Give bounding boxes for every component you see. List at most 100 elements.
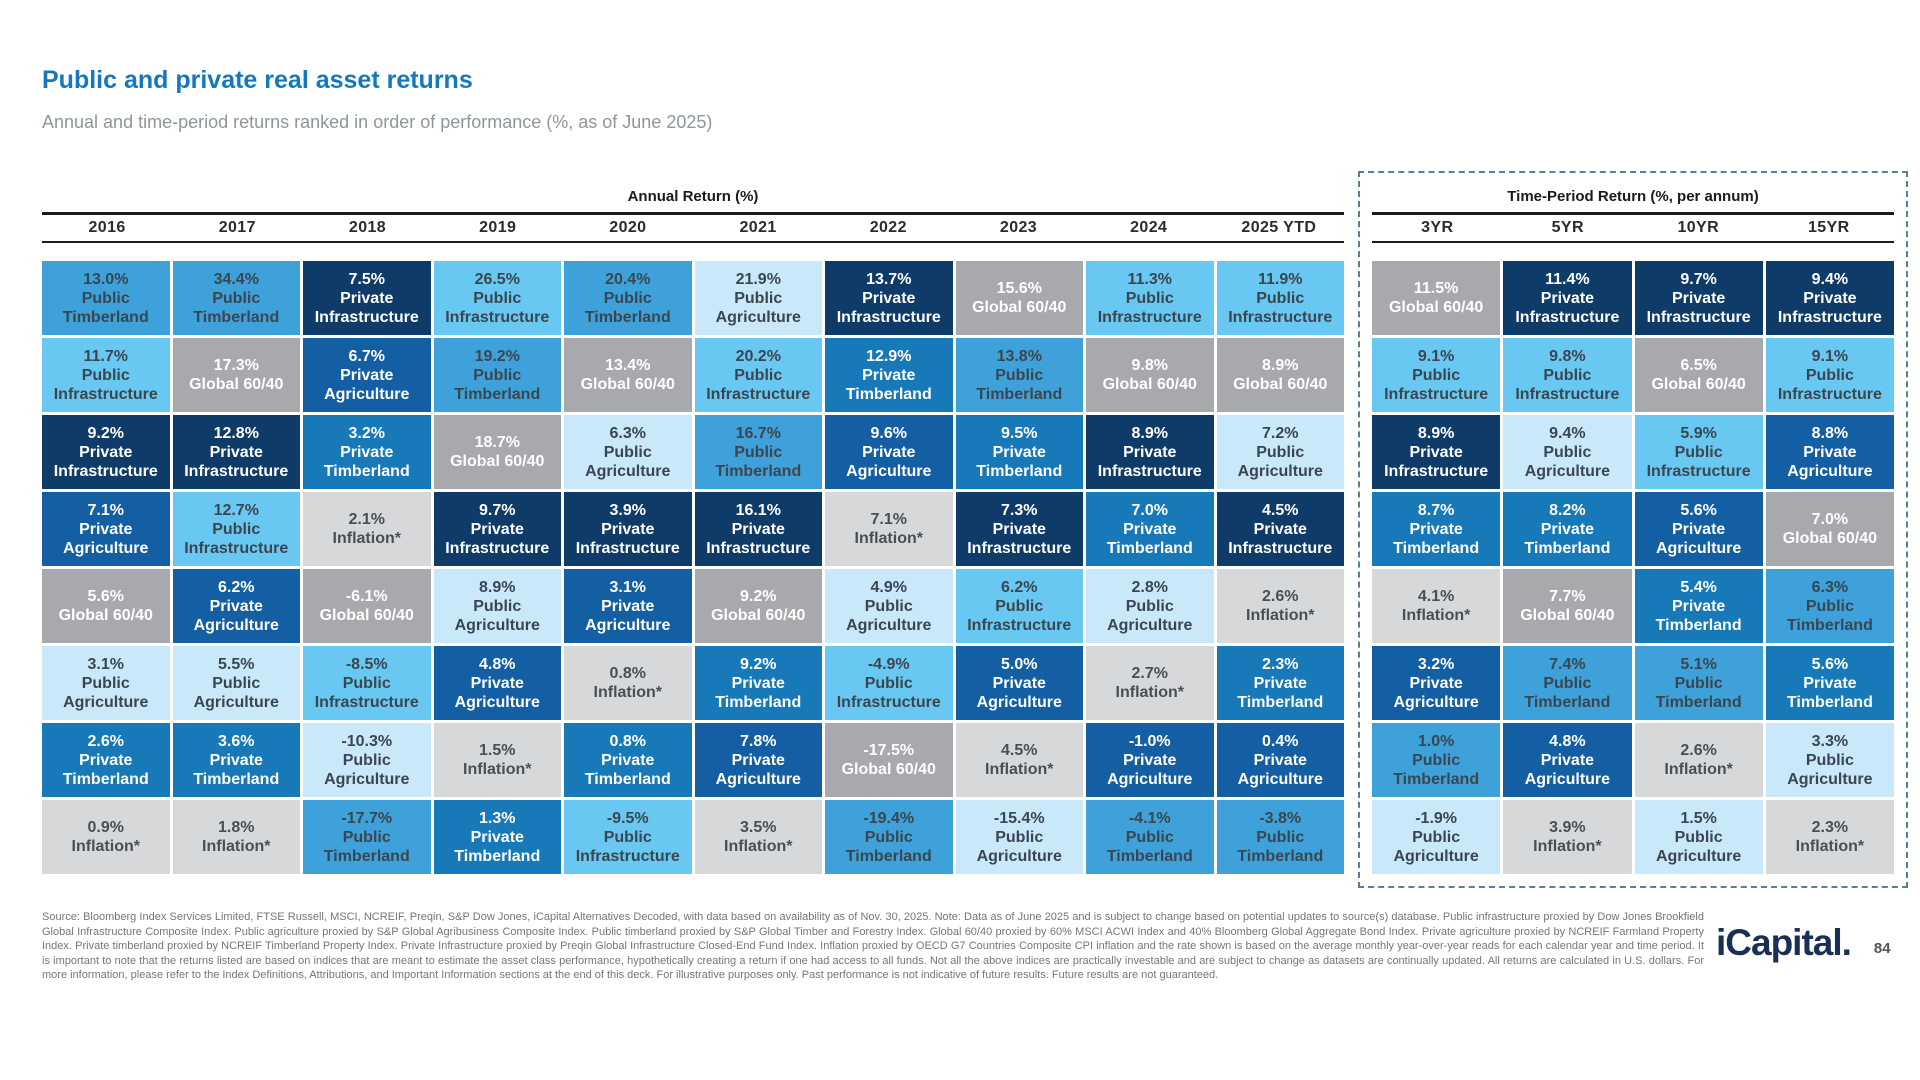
asset-class-label: Inflation* [202, 838, 271, 855]
return-cell: 3.3% Public Agriculture [1765, 723, 1894, 797]
return-cell: 9.8% Public Infrastructure [1503, 338, 1632, 412]
return-value: 7.5% [348, 270, 385, 288]
return-cell: 9.2% Private Infrastructure [42, 415, 170, 489]
return-cell: 6.3% Public Timberland [1765, 569, 1894, 643]
asset-class-label: Private Infrastructure [575, 520, 680, 557]
asset-class-label: Public Timberland [845, 828, 932, 865]
return-value: 8.9% [1417, 424, 1455, 442]
asset-class-label: Global 60/40 [580, 376, 675, 393]
return-cell: 9.2% Private Timberland [694, 646, 822, 720]
return-cell: 2.6% Inflation* [1634, 723, 1763, 797]
asset-class-label: Private Timberland [193, 751, 280, 788]
asset-class-label: Inflation* [1533, 838, 1602, 855]
asset-class-label: Public Infrastructure [1515, 366, 1620, 403]
return-cell: 18.7% Global 60/40 [433, 415, 561, 489]
return-value: -1.9% [1415, 809, 1458, 827]
return-value: 6.3% [609, 424, 646, 442]
asset-class-label: Public Timberland [454, 366, 541, 403]
asset-class-label: Public Timberland [1524, 674, 1611, 711]
asset-class-label: Public Agriculture [193, 674, 279, 711]
return-cell: 5.9% Public Infrastructure [1634, 415, 1763, 489]
asset-class-label: Private Agriculture [63, 520, 149, 557]
return-cell: 3.9% Inflation* [1503, 800, 1632, 874]
return-value: 7.4% [1549, 655, 1586, 673]
return-value: -1.0% [1128, 732, 1171, 750]
return-cell: 6.3% Public Agriculture [564, 415, 692, 489]
return-value: 3.6% [218, 732, 255, 750]
asset-class-label: Public Infrastructure [1097, 289, 1202, 326]
return-value: 7.2% [1262, 424, 1299, 442]
return-cell: 5.5% Public Agriculture [172, 646, 300, 720]
asset-class-label: Private Infrastructure [1777, 289, 1882, 326]
return-cell: 3.9% Private Infrastructure [564, 492, 692, 566]
asset-class-label: Private Agriculture [1237, 751, 1323, 788]
asset-class-label: Private Agriculture [976, 674, 1062, 711]
asset-class-label: Global 60/40 [189, 376, 284, 393]
return-cell: -9.5% Public Infrastructure [564, 800, 692, 874]
return-value: -10.3% [341, 732, 393, 750]
return-cell: 9.8% Global 60/40 [1086, 338, 1214, 412]
return-cell: 20.2% Public Infrastructure [694, 338, 822, 412]
return-cell: 9.5% Private Timberland [955, 415, 1083, 489]
column-header: 2019 [479, 219, 517, 236]
return-value: 5.9% [1680, 424, 1717, 442]
asset-class-label: Private Timberland [1237, 674, 1324, 711]
return-cell: 4.1% Inflation* [1372, 569, 1501, 643]
return-cell: 7.5% Private Infrastructure [303, 261, 431, 335]
asset-class-label: Private Infrastructure [1228, 520, 1333, 557]
return-value: 17.3% [213, 357, 259, 374]
return-value: -4.1% [1128, 809, 1171, 827]
return-cell: 4.9% Public Agriculture [825, 569, 953, 643]
return-value: 8.9% [1262, 357, 1299, 374]
return-value: 7.8% [740, 732, 777, 750]
asset-class-label: Public Agriculture [585, 443, 671, 480]
asset-class-label: Public Agriculture [324, 751, 410, 788]
return-value: 2.3% [1811, 819, 1849, 836]
return-value: 21.9% [735, 270, 781, 288]
return-cell: 5.6% Private Timberland [1765, 646, 1894, 720]
return-value: 0.8% [609, 732, 646, 750]
return-cell: -4.1% Public Timberland [1086, 800, 1214, 874]
return-value: 15.6% [996, 280, 1042, 297]
return-value: 4.8% [479, 655, 516, 673]
asset-class-label: Inflation* [71, 838, 140, 855]
asset-class-label: Public Agriculture [1655, 828, 1742, 865]
asset-class-label: Private Infrastructure [706, 520, 811, 557]
return-value: 0.8% [609, 665, 646, 682]
return-value: -3.8% [1259, 809, 1302, 827]
asset-class-label: Private Agriculture [1107, 751, 1193, 788]
return-cell: 4.8% Private Agriculture [1503, 723, 1632, 797]
return-value: 11.9% [1258, 270, 1303, 288]
column-header: 3YR [1421, 219, 1454, 236]
column-header: 2021 [739, 219, 777, 236]
return-cell: 3.1% Private Agriculture [564, 569, 692, 643]
return-cell: 16.1% Private Infrastructure [694, 492, 822, 566]
return-value: 11.5% [1413, 280, 1459, 297]
return-value: 13.4% [605, 357, 651, 374]
return-value: 3.1% [609, 578, 646, 596]
return-cell: 13.7% Private Infrastructure [825, 261, 953, 335]
return-value: 9.2% [740, 655, 777, 673]
return-value: 7.3% [1001, 501, 1038, 519]
column-header: 2023 [999, 219, 1038, 236]
return-value: 8.9% [479, 578, 516, 596]
return-value: 8.7% [1417, 501, 1455, 519]
return-cell: 13.0% Public Timberland [42, 261, 170, 335]
return-value: 9.7% [1680, 270, 1717, 288]
return-value: 7.0% [1131, 501, 1168, 519]
asset-class-label: Inflation* [463, 761, 532, 778]
return-value: 16.7% [735, 424, 781, 442]
logo-dot: . [1841, 922, 1852, 963]
return-cell: 11.4% Private Infrastructure [1503, 261, 1632, 335]
asset-class-label: Global 60/40 [319, 607, 414, 624]
asset-class-label: Public Timberland [1655, 674, 1742, 711]
return-cell: 8.2% Private Timberland [1503, 492, 1632, 566]
time-period-header-row: 3YR 5YR 10YR 15YR [1372, 212, 1894, 243]
return-cell: 8.9% Global 60/40 [1216, 338, 1344, 412]
return-value: -9.5% [606, 809, 649, 827]
return-value: 9.7% [479, 501, 516, 519]
return-cell: 12.7% Public Infrastructure [172, 492, 300, 566]
return-cell: -1.9% Public Agriculture [1372, 800, 1501, 874]
return-cell: 2.7% Inflation* [1086, 646, 1214, 720]
asset-class-label: Global 60/40 [841, 761, 936, 778]
